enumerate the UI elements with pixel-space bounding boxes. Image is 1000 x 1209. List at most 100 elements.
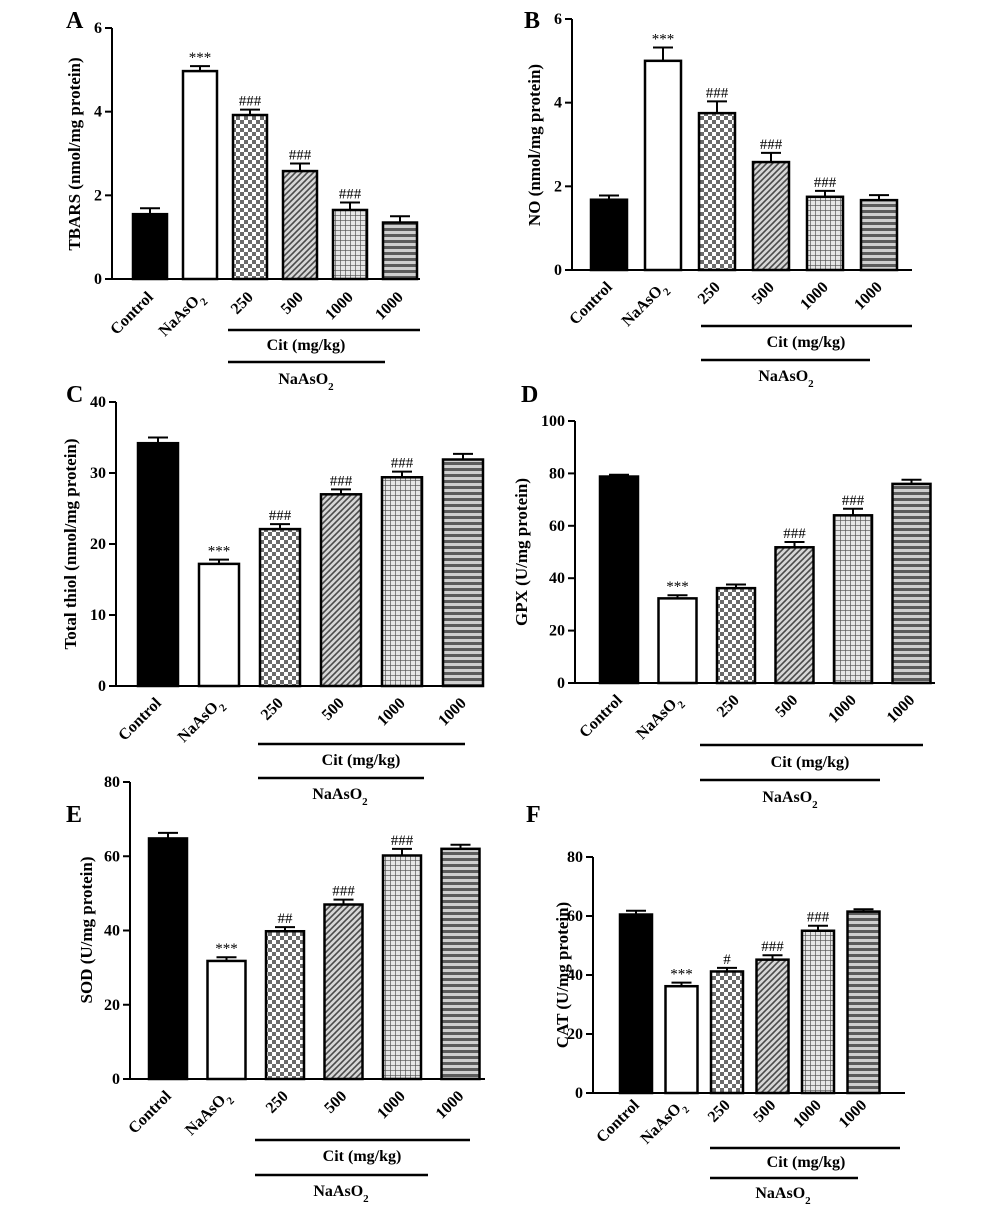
bar <box>859 198 899 272</box>
bar <box>131 212 169 281</box>
bar <box>643 59 683 272</box>
panel-f-naaso2-bracket-label: NaAsO2 <box>755 1185 811 1204</box>
x-tick-label: 250 <box>258 695 287 724</box>
panel-f-axes: 0 20 40 60 80 Control *** NaAsO2 #250 ### 500 ### 10… <box>567 849 905 1180</box>
x-tick-label: 500 <box>772 692 801 721</box>
bar <box>258 527 302 688</box>
y-tick-label: 4 <box>94 104 102 121</box>
bar <box>805 195 845 272</box>
x-tick-label: 1000 <box>851 279 886 314</box>
panel-b-naaso2-bracket-label: NaAsO2 <box>758 368 814 390</box>
panel-c: C Total thiol (nmol/mg protein) 0 10 20 30 4… <box>61 382 485 808</box>
bar <box>657 597 698 685</box>
panel-d-naaso2-bracket-label: NaAsO2 <box>762 789 818 811</box>
bar <box>755 958 790 1095</box>
x-tick-label: 250 <box>705 1097 734 1126</box>
significance-mark: ### <box>339 186 362 202</box>
bar <box>618 913 654 1095</box>
y-tick-label: 80 <box>549 465 565 482</box>
x-tick-label: 1000 <box>435 695 470 730</box>
bar <box>381 854 423 1081</box>
significance-mark: ### <box>842 493 865 509</box>
bar <box>264 929 306 1081</box>
bar <box>381 221 419 281</box>
panel-a-cit-bracket-label: Cit (mg/kg) <box>267 337 346 354</box>
significance-mark: ### <box>391 833 414 849</box>
panel-f-cit-bracket-label: Cit (mg/kg) <box>767 1154 846 1171</box>
x-tick-label: NaAsO2 <box>156 288 211 343</box>
x-tick-label: 250 <box>228 289 257 318</box>
bar <box>281 169 319 281</box>
x-tick-label: NaAsO2 <box>182 1087 237 1142</box>
x-tick-label: NaAsO2 <box>619 278 674 333</box>
panel-a-y-axis-label: TBARS (nmol/mg protein) <box>65 57 84 250</box>
significance-mark: ### <box>760 137 783 153</box>
bar <box>751 160 791 272</box>
x-tick-label: 1000 <box>322 289 357 324</box>
panel-a-label: A <box>66 8 84 34</box>
y-tick-label: 20 <box>567 1026 583 1043</box>
x-tick-label: 1000 <box>374 695 409 730</box>
bar <box>181 69 219 281</box>
y-tick-label: 6 <box>554 11 562 28</box>
panel-b-axes: 0 2 4 6 Control *** NaAsO2 ### 250 ### 500 ### 1000 1… <box>554 11 912 362</box>
panel-f: F CAT (U/mg protein) 0 20 40 60 80 Control ***… <box>526 802 905 1207</box>
panel-f-label: F <box>526 802 541 828</box>
x-tick-label: 1000 <box>374 1088 409 1123</box>
y-tick-label: 6 <box>94 20 102 37</box>
bar <box>323 903 364 1081</box>
bar <box>774 546 815 685</box>
panel-a: A TBARS (nmol/mg protein) 0 2 4 6 Control ***… <box>65 8 420 393</box>
bar <box>715 586 757 685</box>
y-tick-label: 40 <box>104 923 120 940</box>
significance-mark: ### <box>761 939 784 955</box>
significance-mark: ## <box>278 911 294 927</box>
panel-c-label: C <box>66 382 83 408</box>
bar <box>846 910 881 1095</box>
y-tick-label: 0 <box>554 262 562 279</box>
panel-d: D GPX (U/mg protein) 0 20 40 60 80 100 Control… <box>512 382 935 811</box>
significance-mark: *** <box>189 50 212 66</box>
x-tick-label: 250 <box>714 692 743 721</box>
y-tick-label: 100 <box>541 413 565 430</box>
x-tick-label: 1000 <box>372 289 407 324</box>
bar <box>589 198 629 272</box>
y-tick-label: 2 <box>554 178 562 195</box>
bar <box>697 111 737 272</box>
panel-b: B NO (nmol/mg protein) 0 2 4 6 Control *** NaA… <box>524 8 912 390</box>
x-tick-label: Control <box>566 278 616 328</box>
y-tick-label: 20 <box>104 997 120 1014</box>
panel-d-label: D <box>521 382 538 408</box>
bar <box>319 493 363 688</box>
bar <box>197 562 241 688</box>
bar <box>832 514 874 685</box>
bar <box>598 475 640 685</box>
y-tick-label: 10 <box>90 607 106 624</box>
panel-e-axes: 0 20 40 60 80 Control *** NaAsO2 ## 250 ### 500 ### 1… <box>104 774 485 1177</box>
x-tick-label: 250 <box>695 279 724 308</box>
y-tick-label: 60 <box>567 908 583 925</box>
panel-c-naaso2-bracket-label: NaAsO2 <box>312 786 368 808</box>
y-tick-label: 60 <box>549 518 565 535</box>
x-tick-label: NaAsO2 <box>633 691 688 746</box>
bar <box>441 458 485 688</box>
y-tick-label: 30 <box>90 465 106 482</box>
x-tick-label: 1000 <box>836 1097 871 1132</box>
bar <box>440 847 481 1081</box>
x-tick-label: 1000 <box>884 692 919 727</box>
y-tick-label: 2 <box>94 187 102 204</box>
panel-a-naaso2-bracket-label: NaAsO2 <box>278 371 334 393</box>
x-tick-label: Control <box>125 1087 175 1137</box>
bar <box>206 959 247 1081</box>
y-tick-label: 0 <box>94 271 102 288</box>
x-tick-label: 250 <box>263 1088 292 1117</box>
x-tick-label: 1000 <box>825 692 860 727</box>
x-tick-label: NaAsO2 <box>638 1097 692 1151</box>
panel-b-cit-bracket-label: Cit (mg/kg) <box>767 334 846 351</box>
panel-b-label: B <box>524 8 540 34</box>
panel-a-axes: 0 2 4 6 Control *** NaAsO2 ### 250 ### 500 ### 1000 1… <box>94 20 420 364</box>
panel-e-cit-bracket-label: Cit (mg/kg) <box>323 1148 402 1165</box>
panel-c-axes: 0 10 20 30 40 Control *** NaAsO2 ### 250 ### 500 ###… <box>90 394 485 780</box>
